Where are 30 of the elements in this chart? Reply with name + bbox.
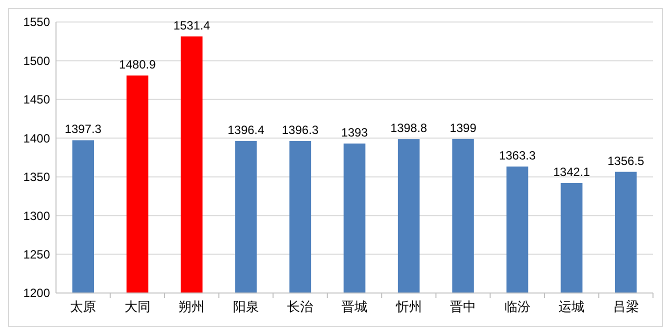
x-tick-label: 朔州 [178,299,205,314]
data-label: 1363.3 [498,148,536,163]
x-tick-label: 长治 [287,299,314,314]
y-tick-label: 1500 [23,54,50,68]
y-tick-label: 1250 [23,247,50,262]
data-label: 1398.8 [390,121,428,136]
x-tick-label: 太原 [70,299,96,314]
x-tick-label: 晋中 [450,299,476,314]
x-tick-label: 忻州 [394,299,422,314]
data-label: 1399 [450,120,477,135]
y-tick-label: 1550 [23,15,50,30]
y-tick-label: 1200 [23,286,50,300]
data-label: 1531.4 [173,18,210,32]
x-tick-label: 大同 [124,299,150,314]
x-tick-label: 运城 [558,299,585,314]
data-label: 1356.5 [608,154,645,168]
x-tick-label: 晋城 [342,299,368,314]
data-label: 1396.4 [228,122,265,137]
y-tick-label: 1400 [23,131,50,146]
data-label: 1480.9 [119,58,156,72]
x-tick-label: 吕梁 [612,299,639,314]
data-label: 1396.3 [282,123,319,138]
x-tick-label: 阳泉 [232,299,259,314]
y-tick-label: 1300 [23,208,50,223]
data-label: 1393 [341,126,368,140]
x-tick-label: 临汾 [504,299,530,314]
data-label: 1342.1 [553,164,590,179]
data-label: 1397.3 [64,122,102,136]
y-tick-label: 1350 [23,170,50,184]
y-tick-label: 1450 [23,92,50,107]
